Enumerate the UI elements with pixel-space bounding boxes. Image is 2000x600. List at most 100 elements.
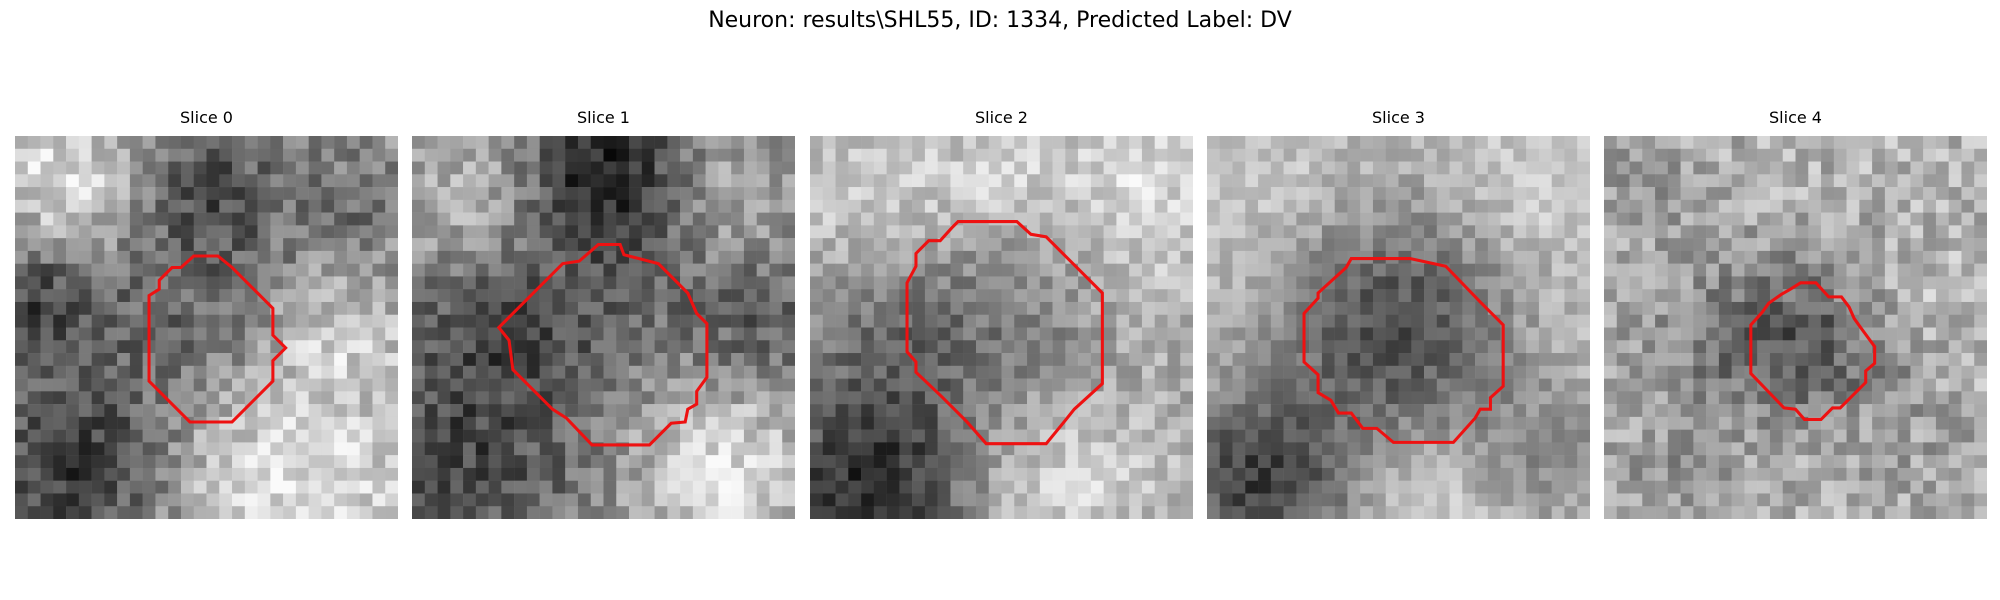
pixel-cell: [424, 340, 438, 354]
pixel-cell: [1693, 340, 1707, 354]
pixel-cell: [756, 353, 770, 367]
pixel-cell: [782, 340, 795, 354]
pixel-cell: [1207, 250, 1221, 264]
pixel-cell: [988, 250, 1002, 264]
pixel-cell: [1372, 353, 1386, 367]
pixel-cell: [1948, 187, 1962, 201]
pixel-cell: [1039, 199, 1053, 213]
pixel-cell: [257, 467, 271, 481]
pixel-cell: [1526, 455, 1540, 469]
pixel-cell: [1436, 225, 1450, 239]
pixel-cell: [1551, 467, 1565, 481]
pixel-cell: [1833, 365, 1847, 379]
pixel-cell: [590, 161, 604, 175]
pixel-cell: [1449, 238, 1463, 252]
pixel-cell: [1078, 314, 1092, 328]
pixel-cell: [1027, 416, 1041, 430]
pixel-cell: [180, 493, 194, 507]
pixel-cell: [835, 378, 849, 392]
pixel-cell: [412, 442, 426, 456]
pixel-cell: [91, 327, 105, 341]
pixel-cell: [1129, 365, 1143, 379]
pixel-cell: [1961, 250, 1975, 264]
pixel-cell: [1001, 327, 1015, 341]
pixel-cell: [1283, 212, 1297, 226]
pixel-cell: [1564, 136, 1578, 150]
pixel-cell: [283, 442, 297, 456]
pixel-cell: [590, 327, 604, 341]
pixel-cell: [1065, 340, 1079, 354]
pixel-cell: [514, 493, 528, 507]
pixel-cell: [1935, 187, 1949, 201]
pixel-cell: [705, 225, 719, 239]
pixel-cell: [1065, 276, 1079, 290]
pixel-cell: [1245, 493, 1259, 507]
pixel-cell: [1321, 263, 1335, 277]
pixel-cell: [835, 136, 849, 150]
pixel-cell: [40, 148, 54, 162]
pixel-cell: [526, 455, 540, 469]
pixel-cell: [654, 276, 668, 290]
pixel-cell: [1475, 442, 1489, 456]
pixel-cell: [412, 238, 426, 252]
pixel-cell: [629, 174, 643, 188]
pixel-cell: [1296, 212, 1310, 226]
pixel-cell: [782, 467, 795, 481]
pixel-cell: [1718, 212, 1732, 226]
pixel-cell: [1693, 212, 1707, 226]
pixel-cell: [257, 365, 271, 379]
pixel-cell: [1872, 365, 1886, 379]
pixel-cell: [1001, 442, 1015, 456]
pixel-cell: [180, 187, 194, 201]
pixel-cell: [1436, 174, 1450, 188]
pixel-cell: [1693, 301, 1707, 315]
pixel-cell: [718, 340, 732, 354]
pixel-cell: [1538, 263, 1552, 277]
pixel-cell: [616, 199, 630, 213]
pixel-cell: [117, 289, 131, 303]
pixel-cell: [565, 174, 579, 188]
pixel-cell: [193, 263, 207, 277]
pixel-cell: [692, 455, 706, 469]
pixel-cell: [1859, 353, 1873, 367]
pixel-cell: [1948, 455, 1962, 469]
pixel-cell: [1538, 340, 1552, 354]
pixel-cell: [1884, 161, 1898, 175]
pixel-cell: [718, 429, 732, 443]
pixel-cell: [1604, 391, 1618, 405]
pixel-cell: [1424, 250, 1438, 264]
pixel-cell: [1078, 378, 1092, 392]
pixel-cell: [975, 378, 989, 392]
pixel-cell: [1872, 404, 1886, 418]
pixel-cell: [1398, 148, 1412, 162]
pixel-cell: [1334, 314, 1348, 328]
pixel-cell: [501, 416, 515, 430]
pixel-cell: [1923, 493, 1937, 507]
pixel-cell: [629, 391, 643, 405]
pixel-cell: [501, 250, 515, 264]
pixel-cell: [886, 429, 900, 443]
pixel-cell: [514, 416, 528, 430]
pixel-cell: [1833, 174, 1847, 188]
pixel-cell: [1078, 225, 1092, 239]
pixel-cell: [641, 353, 655, 367]
pixel-cell: [718, 493, 732, 507]
pixel-cell: [1180, 238, 1193, 252]
pixel-cell: [1859, 174, 1873, 188]
pixel-cell: [1833, 161, 1847, 175]
pixel-cell: [117, 250, 131, 264]
pixel-cell: [142, 238, 156, 252]
pixel-cell: [1604, 263, 1618, 277]
pixel-cell: [53, 455, 67, 469]
pixel-cell: [1372, 493, 1386, 507]
pixel-cell: [321, 289, 335, 303]
pixel-cell: [1270, 276, 1284, 290]
pixel-cell: [1731, 429, 1745, 443]
pixel-cell: [1859, 148, 1873, 162]
slice-title: Slice 1: [577, 108, 630, 127]
pixel-cell: [1436, 467, 1450, 481]
pixel-cell: [321, 404, 335, 418]
pixel-cell: [1693, 467, 1707, 481]
pixel-cell: [873, 199, 887, 213]
pixel-cell: [1897, 493, 1911, 507]
